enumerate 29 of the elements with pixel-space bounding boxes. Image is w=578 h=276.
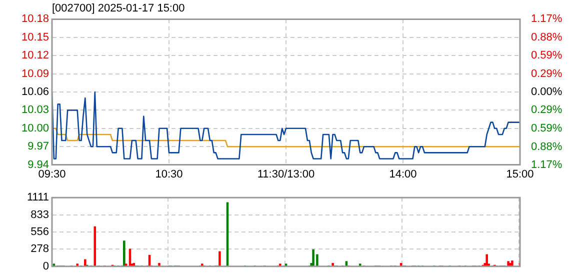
y2-tick-label: 0.88%	[531, 31, 562, 44]
y2-tick-label: 0.00%	[531, 86, 562, 98]
y-tick-label: 9.97	[28, 140, 49, 153]
y2-tick-label: 0.88%	[531, 140, 562, 153]
y-tick-label: 9.94	[28, 158, 49, 171]
y-tick-label: 0	[42, 260, 49, 272]
x-tick-label: 11:30/13:00	[257, 168, 315, 180]
y2-tick-label: 0.59%	[531, 122, 562, 135]
y2-tick-label: 1.17%	[531, 13, 562, 26]
y-tick-label: 10.03	[21, 104, 49, 116]
y-tick-label: 278	[30, 243, 49, 256]
y2-tick-label: 1.17%	[531, 158, 562, 171]
y2-tick-label: 0.29%	[531, 68, 562, 80]
x-tick-label: 09:30	[38, 168, 66, 180]
y-tick-label: 833	[30, 208, 49, 221]
y-tick-label: 10.12	[21, 50, 49, 62]
y2-tick-label: 0.59%	[531, 49, 562, 62]
y-tick-label: 10.00	[21, 122, 49, 134]
x-tick-label: 10:30	[155, 168, 183, 180]
y-tick-label: 10.09	[21, 68, 49, 80]
y-tick-label: 1111	[26, 192, 49, 204]
y2-tick-label: 0.29%	[531, 104, 562, 116]
x-tick-label: 15:00	[506, 168, 534, 180]
chart-title: [002700] 2025-01-17 15:00	[52, 2, 185, 15]
x-tick-label: 14:00	[389, 168, 417, 180]
y-tick-label: 10.15	[21, 31, 49, 44]
y-tick-label: 10.06	[21, 86, 49, 98]
y-tick-label: 10.18	[21, 13, 49, 26]
y-tick-label: 556	[30, 226, 49, 238]
